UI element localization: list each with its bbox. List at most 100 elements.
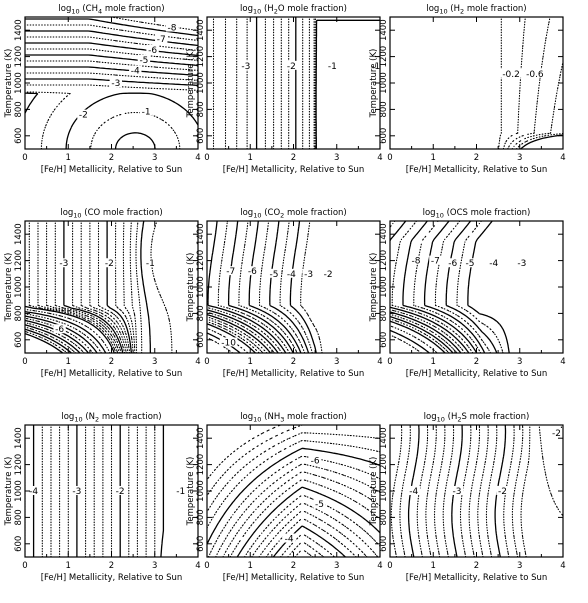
y-tick-label: 1000	[14, 480, 24, 502]
contour-dotted	[279, 221, 313, 353]
contour-dotted	[468, 425, 481, 557]
x-tick-label: 1	[66, 357, 71, 367]
contour-dotted	[390, 313, 458, 353]
contour-dotted	[25, 60, 198, 71]
contour-dotted	[217, 221, 291, 353]
contour-dotted	[207, 316, 268, 353]
panel-title: log10 (H2O mole fraction)	[240, 4, 347, 16]
y-tick-label: 1200	[196, 250, 206, 272]
contour-label-bg	[137, 54, 151, 64]
contour-label-bg	[70, 486, 84, 495]
contour-lines: -4 -3 -2 -2	[390, 425, 563, 557]
x-axis-label: [Fe/H] Metallicity, Relative to Sun	[406, 165, 548, 175]
panel-title: log10 (N2 mole fraction)	[61, 412, 161, 424]
contour-dotted	[399, 425, 411, 557]
y-tick-label: 1000	[379, 480, 389, 502]
contour-label-bg	[246, 266, 259, 276]
panel-title: log10 (OCS mole fraction)	[423, 208, 531, 220]
contour-dotted	[390, 334, 422, 353]
contour-dotted	[28, 221, 117, 353]
x-tick-label: 2	[291, 357, 296, 367]
contour-label: -4	[287, 270, 296, 280]
contour-dotted	[46, 221, 120, 353]
y-tick-label: 600	[196, 536, 206, 552]
y-tick-label: 800	[196, 509, 206, 525]
contour-dotted	[279, 533, 336, 557]
contour-dotted	[456, 221, 504, 353]
contour-dotted	[90, 111, 181, 149]
contour-dotted	[207, 320, 260, 353]
contour-solid	[25, 305, 115, 353]
contour-dotted	[520, 425, 563, 557]
x-tick-label: 4	[377, 357, 382, 367]
y-tick-label: 1400	[196, 427, 206, 449]
x-tick-label: 0	[204, 153, 209, 163]
x-tick-label: 0	[22, 357, 27, 367]
x-tick-label: 2	[109, 153, 114, 163]
x-tick-label: 4	[195, 561, 200, 571]
contour-solid	[114, 132, 156, 149]
y-tick-label: 800	[14, 305, 24, 321]
y-tick-label: 600	[14, 332, 24, 348]
contour-dotted	[25, 36, 198, 51]
contour-dotted	[498, 17, 502, 149]
contour-label-bg	[53, 324, 66, 334]
contour-dotted	[442, 425, 455, 557]
contour-dotted	[25, 313, 102, 353]
x-tick-label: 4	[377, 153, 382, 163]
contour-dotted	[413, 221, 482, 353]
x-tick-label: 1	[248, 153, 253, 163]
contour-solid	[65, 92, 198, 149]
y-tick-label: 1200	[379, 454, 389, 476]
contour-dotted	[511, 61, 563, 149]
contour-dotted	[25, 48, 198, 61]
contour-dotted	[25, 72, 198, 81]
contour-lines: -0.2 -0.6	[498, 17, 563, 149]
contour-label: -1	[142, 107, 151, 117]
contour-dotted	[25, 84, 198, 149]
contour-label-bg	[113, 486, 127, 495]
contour-solid	[390, 315, 454, 353]
contour-label: -4	[131, 66, 140, 76]
contour-label: -0.2	[502, 70, 520, 80]
y-tick-label: 1000	[196, 480, 206, 502]
x-tick-label: 3	[517, 357, 522, 367]
contour-label-bg	[285, 268, 298, 278]
y-tick-label: 600	[14, 536, 24, 552]
contour-dotted	[207, 311, 275, 353]
contour-dotted	[97, 221, 131, 353]
panel-title: log10 (CO2 mole fraction)	[240, 208, 347, 220]
contour-label: -10	[221, 338, 236, 348]
contour-solid	[25, 324, 81, 353]
x-tick-label: 0	[387, 357, 392, 367]
x-tick-label: 4	[377, 561, 382, 571]
x-axis-label: [Fe/H] Metallicity, Relative to Sun	[223, 165, 365, 175]
contour-dotted	[207, 425, 282, 481]
y-tick-label: 600	[379, 128, 389, 144]
y-tick-label: 600	[379, 536, 389, 552]
contour-label: -5	[466, 259, 475, 269]
contour-label: -2	[79, 111, 88, 121]
x-tick-label: 1	[431, 153, 436, 163]
contour-label-bg	[321, 268, 335, 278]
panel-6: log10 (OCS mole fraction)-8 -7 -6 -5 -4 -30 1 2…	[369, 208, 566, 379]
contour-solid	[207, 447, 380, 545]
contour-solid	[390, 320, 446, 353]
contour-solid	[315, 19, 380, 149]
contour-label: -7	[226, 267, 235, 277]
y-tick-label: 1400	[196, 19, 206, 41]
contour-dotted	[25, 326, 77, 353]
y-axis-label: Temperature (K)	[4, 457, 14, 527]
contour-label-bg	[407, 486, 420, 495]
contour-dotted	[89, 221, 129, 353]
y-axis-label: Temperature (K)	[4, 253, 14, 323]
x-tick-label: 1	[248, 357, 253, 367]
y-tick-label: 800	[196, 101, 206, 117]
contour-label-bg	[409, 255, 423, 265]
panel-title: log10 (CO mole fraction)	[60, 208, 162, 220]
panel-title: log10 (CH4 mole fraction)	[58, 4, 164, 16]
x-tick-label: 1	[248, 561, 253, 571]
contour-label: -1	[176, 487, 185, 497]
y-tick-label: 1000	[14, 276, 24, 298]
